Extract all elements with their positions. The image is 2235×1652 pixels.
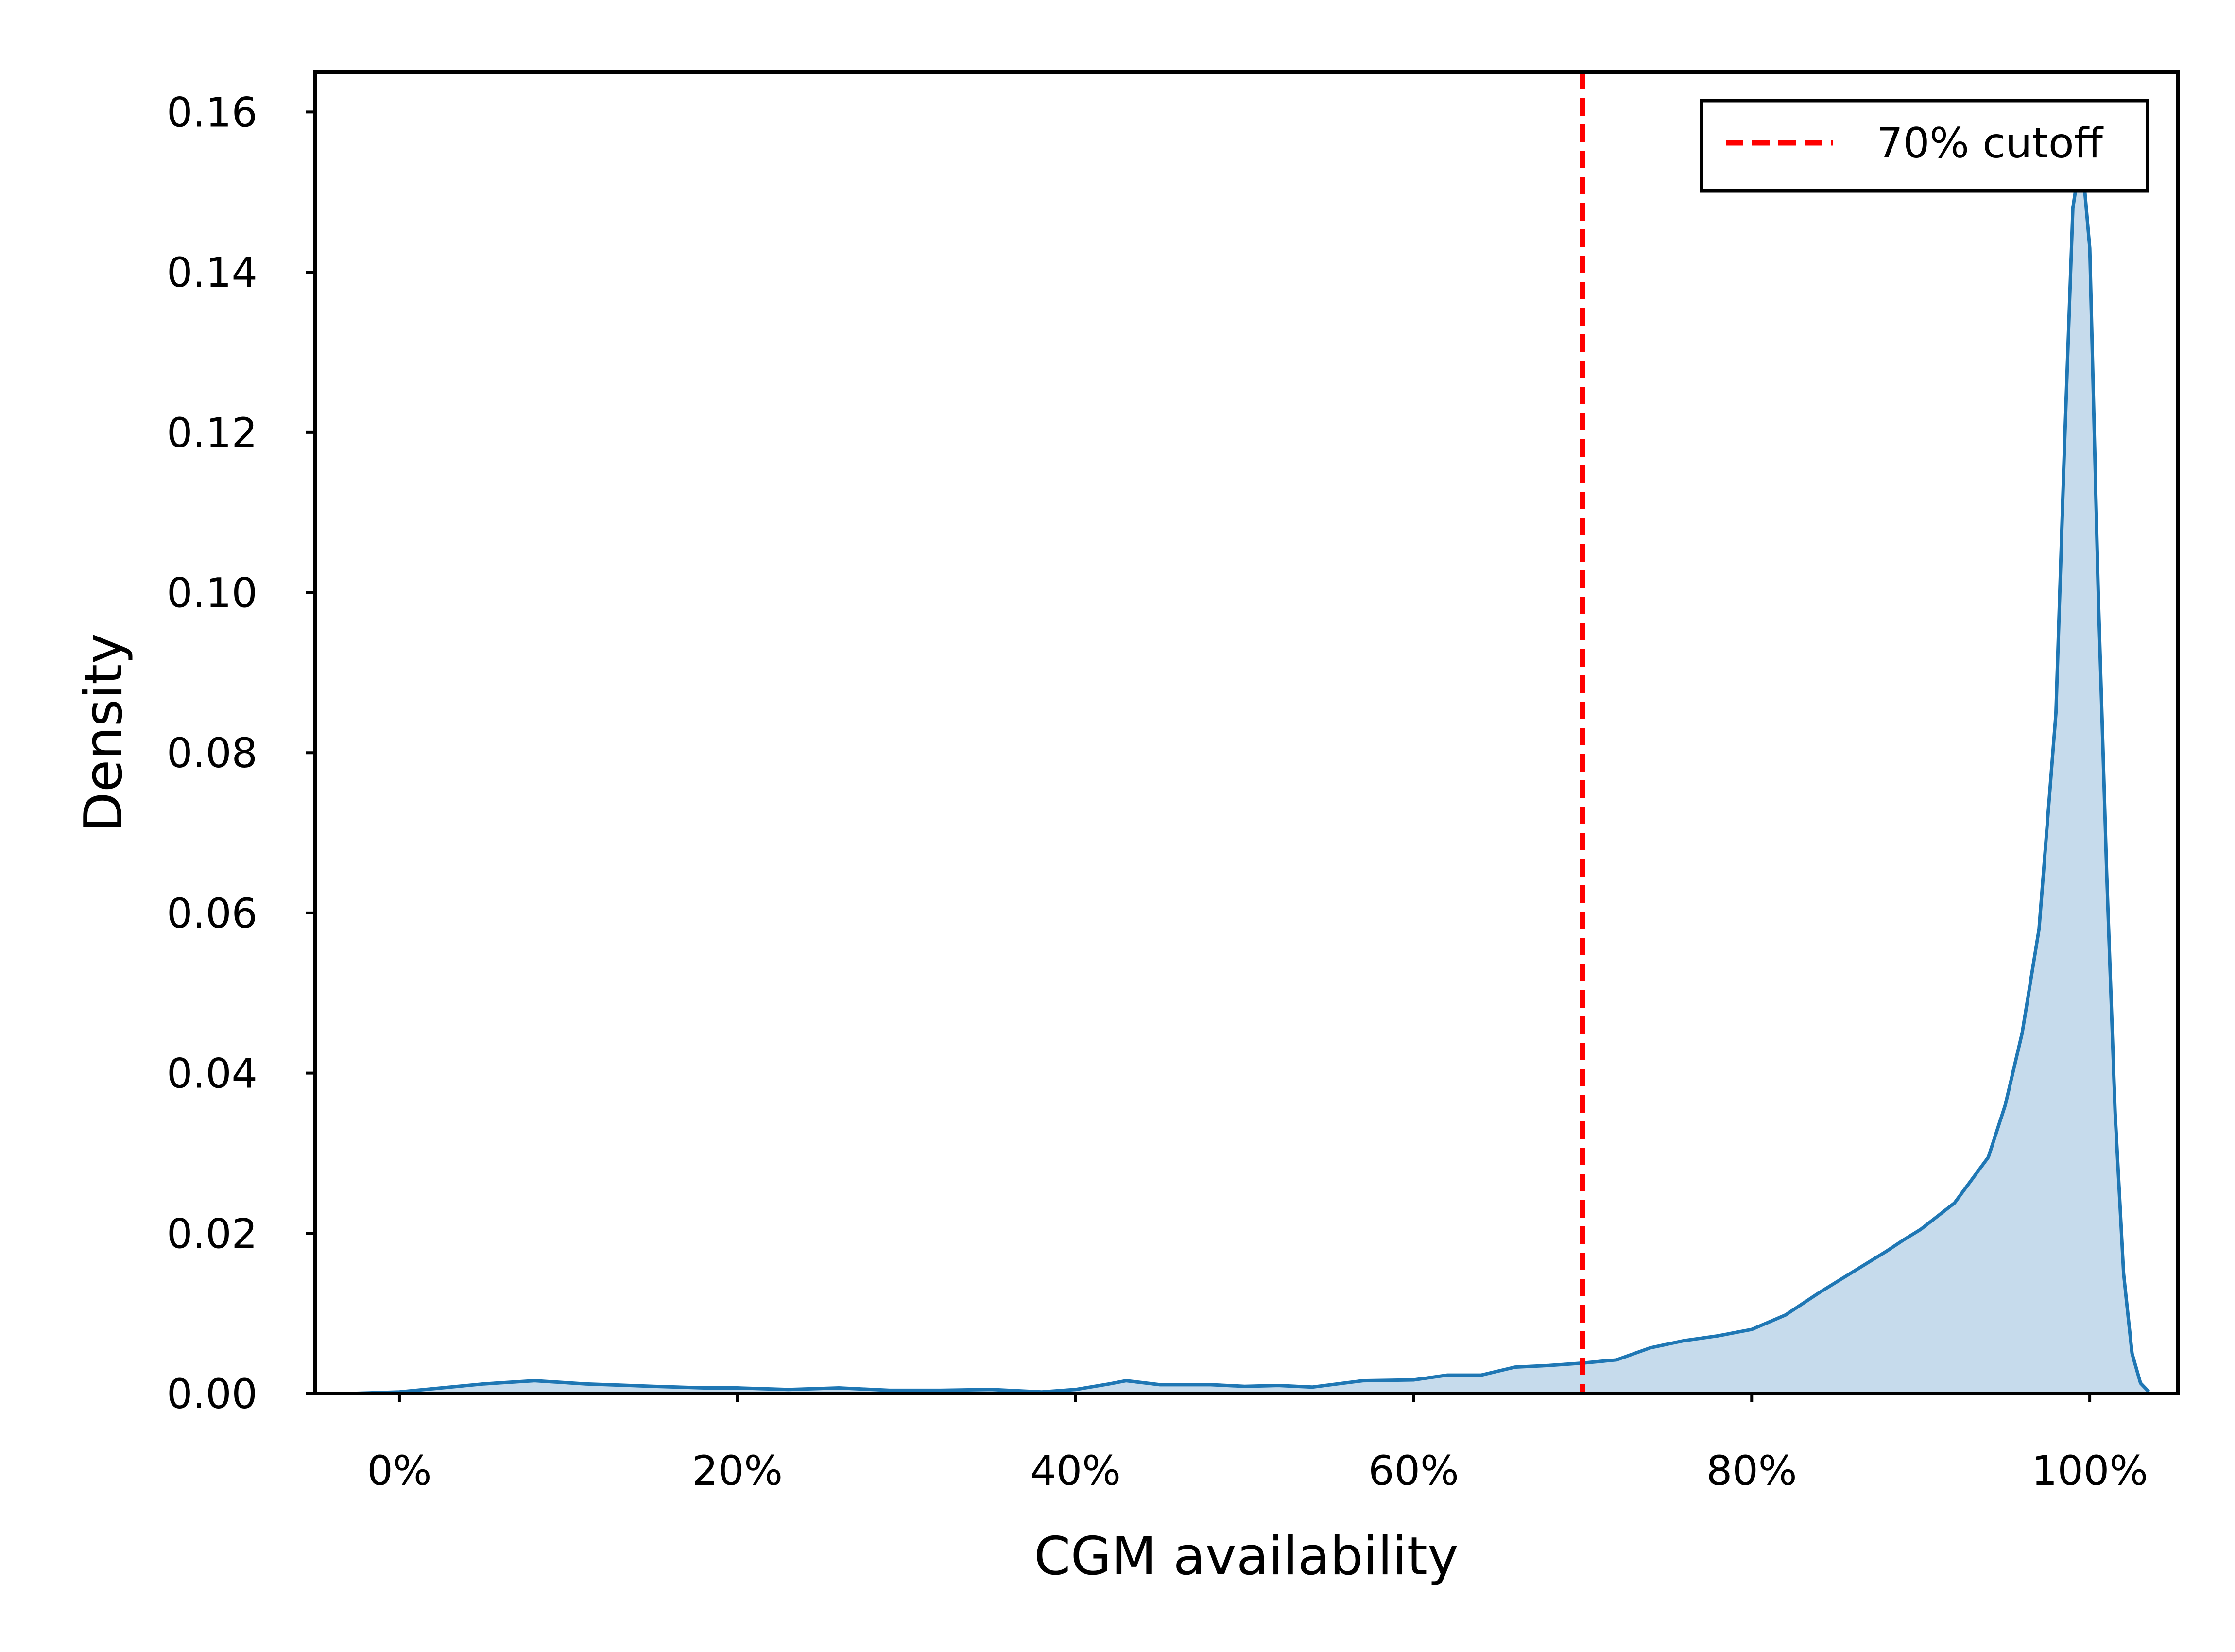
y-axis-title: Density [73,633,134,833]
legend: 70% cutoff [1700,99,2149,193]
legend-box [1700,99,2149,193]
y-tick-label: 0.16 [167,88,258,136]
plot-area [348,72,2150,1395]
x-tick-label: 80% [1706,1447,1797,1495]
y-tick-label: 0.08 [167,729,258,777]
x-tick-label: 20% [692,1447,783,1495]
x-tick-label: 0% [367,1447,431,1495]
x-tick-label: 40% [1030,1447,1121,1495]
y-tick-label: 0.00 [167,1370,258,1418]
y-tick-label: 0.14 [167,249,258,296]
y-tick-label: 0.04 [167,1050,258,1098]
density-line-0 [348,150,2150,1395]
y-tick-label: 0.02 [167,1210,258,1257]
legend-label-cutoff: 70% cutoff [1876,119,2104,168]
axis-ticks: 0% 20% 40% 60% 80% 100% 0.00 0.02 0.04 0.06 0.08 0.… [167,88,2148,1495]
x-tick-label: 100% [2031,1447,2148,1495]
density-area-0 [348,152,2149,1394]
x-axis-title: CGM availability [1034,1526,1459,1587]
x-tick-label: 60% [1368,1447,1459,1495]
y-tick-label: 0.12 [167,409,258,457]
plot-frame [313,70,2180,1395]
y-tick-label: 0.06 [167,890,258,937]
y-tick-label: 0.10 [167,569,258,617]
